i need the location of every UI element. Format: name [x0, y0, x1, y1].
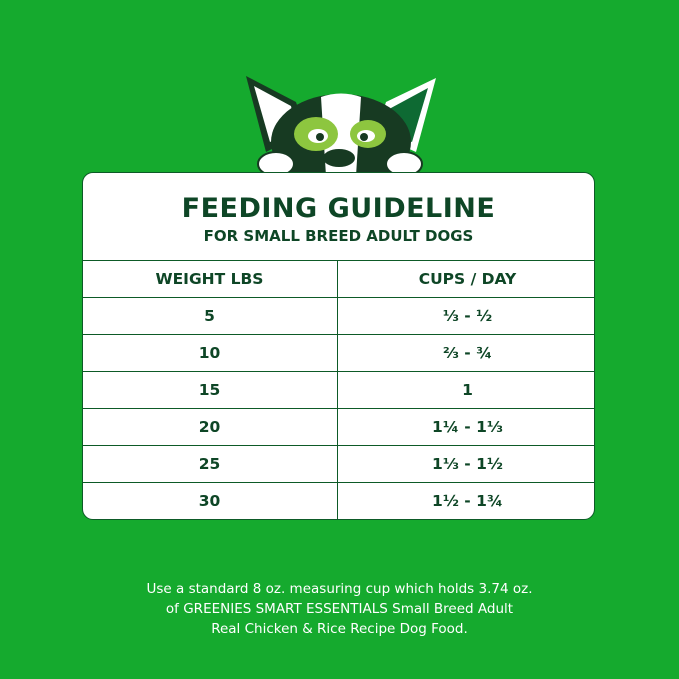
- note-line: of GREENIES SMART ESSENTIALS Small Breed…: [165, 601, 514, 617]
- cups-cell: ⅔ - ¾: [337, 334, 594, 372]
- note-line: Real Chicken & Rice Recipe Dog Food.: [211, 621, 468, 637]
- weight-cell: 10: [83, 334, 338, 372]
- page-subtitle: FOR SMALL BREED ADULT DOGS: [203, 227, 474, 245]
- weight-cell: 15: [83, 371, 338, 409]
- cups-cell: 1½ - 1¾: [337, 482, 594, 519]
- weight-cell: 25: [83, 445, 338, 483]
- note-line: Use a standard 8 oz. measuring cup which…: [146, 581, 533, 597]
- page-title: FEEDING GUIDELINE: [181, 193, 496, 224]
- feeding-guideline-card: FEEDING GUIDELINE FOR SMALL BREED ADULT …: [82, 172, 595, 520]
- table-row: 30 1½ - 1¾: [83, 482, 594, 519]
- cups-cell: 1¼ - 1⅓: [337, 408, 594, 446]
- weight-cell: 5: [83, 297, 338, 335]
- measuring-note: Use a standard 8 oz. measuring cup which…: [0, 579, 679, 639]
- table-row: 20 1¼ - 1⅓: [83, 408, 594, 446]
- cups-cell: ⅓ - ½: [337, 297, 594, 335]
- cups-cell: 1⅓ - 1½: [337, 445, 594, 483]
- table-row: 10 ⅔ - ¾: [83, 334, 594, 372]
- header-cups: CUPS / DAY: [337, 260, 594, 298]
- table-row: 15 1: [83, 371, 594, 409]
- cups-cell: 1: [337, 371, 594, 409]
- table-row: 25 1⅓ - 1½: [83, 445, 594, 483]
- dog-illustration: [246, 76, 436, 176]
- header-weight: WEIGHT LBS: [83, 260, 338, 298]
- table-header-row: WEIGHT LBS CUPS / DAY: [83, 260, 594, 298]
- weight-cell: 20: [83, 408, 338, 446]
- weight-cell: 30: [83, 482, 338, 519]
